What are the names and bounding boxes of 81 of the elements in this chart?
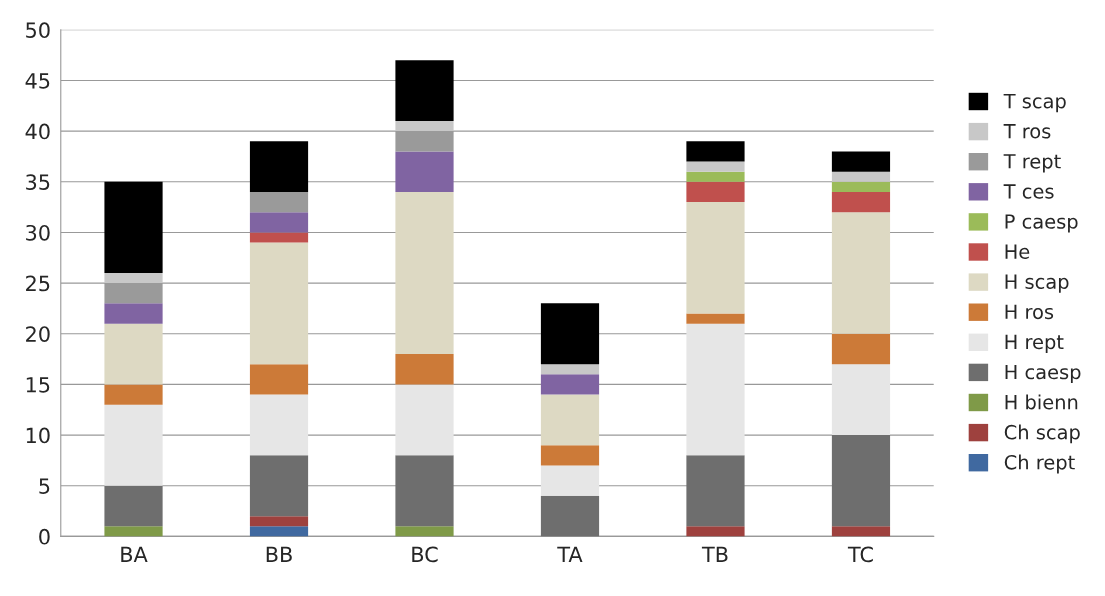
x-tick-label: TA — [557, 546, 583, 562]
bar — [686, 202, 745, 314]
y-tick-label: 10 — [26, 427, 50, 444]
legend-label: He — [1005, 244, 1030, 259]
legend-label: H scap — [1005, 274, 1069, 293]
bar — [395, 120, 454, 132]
bar — [686, 141, 745, 162]
y-tick-label: 35 — [26, 174, 50, 190]
bar — [831, 364, 891, 436]
bar — [104, 485, 163, 527]
y-tick-label: 30 — [26, 224, 50, 241]
bar — [104, 272, 163, 284]
bar — [831, 181, 891, 192]
bar — [540, 495, 600, 537]
bar — [831, 333, 891, 365]
x-tick-label: TB — [701, 546, 728, 562]
bar — [686, 323, 745, 456]
x-tick-label: BA — [121, 546, 148, 562]
bar — [104, 323, 163, 385]
legend-label: T rept — [1003, 154, 1061, 173]
x-tick-label: BC — [412, 546, 438, 563]
bar — [249, 526, 309, 537]
bar — [686, 171, 745, 182]
bar — [395, 60, 454, 121]
bar — [249, 364, 309, 395]
bar — [104, 384, 163, 405]
bar — [540, 445, 600, 466]
bar — [249, 394, 309, 456]
bar — [540, 303, 600, 365]
legend-label: Ch scap — [1004, 424, 1080, 444]
bar — [831, 191, 891, 213]
x-tick-label: TC — [847, 546, 873, 563]
legend-label: T ces — [1003, 184, 1054, 199]
bar — [395, 354, 454, 385]
bar — [249, 242, 309, 365]
bar — [395, 526, 454, 537]
legend-label: H caesp — [1005, 364, 1081, 384]
bar — [831, 151, 891, 172]
legend-label: H ros — [1005, 304, 1054, 320]
bar — [831, 526, 891, 537]
legend-label: T ros — [1003, 124, 1051, 139]
bar — [686, 526, 745, 537]
legend-label: H bienn — [1005, 394, 1078, 410]
legend-label: H rept — [1005, 334, 1064, 353]
bar — [249, 516, 309, 527]
bar — [540, 394, 600, 446]
y-tick-label: 45 — [25, 73, 50, 89]
bar — [831, 212, 891, 334]
bar — [831, 171, 891, 182]
bar — [395, 191, 454, 355]
bar — [249, 191, 309, 213]
bar — [104, 303, 163, 324]
bar — [831, 435, 891, 527]
bar — [249, 232, 309, 243]
legend-label: P caesp — [1005, 214, 1078, 233]
bar — [395, 455, 454, 527]
y-tick-label: 50 — [26, 22, 50, 39]
bar — [395, 151, 454, 192]
bar — [686, 313, 745, 324]
bar — [104, 526, 163, 537]
bar — [686, 181, 745, 203]
bar — [686, 455, 745, 527]
y-tick-label: 25 — [26, 275, 50, 292]
bar — [249, 212, 309, 233]
bar — [249, 455, 309, 517]
y-tick-label: 20 — [26, 326, 50, 342]
y-tick-label: 5 — [39, 478, 50, 494]
bar — [104, 181, 163, 273]
legend-label: Ch rept — [1004, 454, 1075, 474]
legend-label: T scap — [1003, 93, 1066, 113]
bar — [540, 364, 600, 375]
bar — [686, 161, 745, 172]
bar — [249, 141, 309, 192]
bar — [540, 465, 600, 496]
y-tick-label: 40 — [25, 123, 50, 140]
bar — [104, 404, 163, 486]
y-tick-label: 15 — [26, 377, 50, 393]
bar — [395, 384, 454, 456]
x-tick-label: BB — [266, 546, 292, 562]
bar — [540, 374, 600, 395]
y-tick-label: 0 — [39, 528, 50, 545]
